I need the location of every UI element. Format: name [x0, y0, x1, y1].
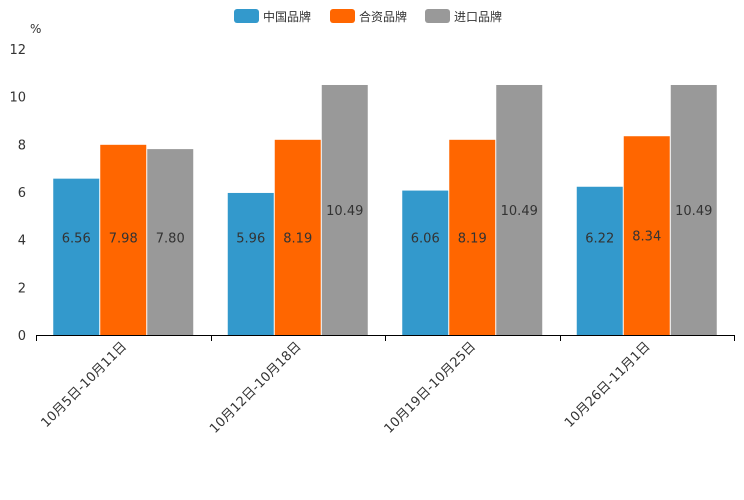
- bar-3-2: [321, 84, 368, 335]
- bar-2-4: [623, 136, 670, 335]
- bars: [53, 84, 717, 335]
- bar-data-label: 10.49: [675, 204, 712, 219]
- y-tick-label: 2: [18, 281, 26, 296]
- y-tick-label: 6: [18, 186, 26, 201]
- y-axis-unit-label: %: [30, 22, 41, 36]
- bar-1-2: [227, 192, 274, 335]
- bar-data-label: 8.19: [283, 231, 312, 246]
- legend-label-1: 中国品牌: [263, 9, 311, 24]
- bar-data-label: 10.49: [501, 204, 538, 219]
- bar-data-label: 6.56: [62, 231, 91, 246]
- bar-data-label: 8.19: [458, 231, 487, 246]
- bar-2-1: [100, 144, 147, 335]
- x-tick-label: 10月26日-11月1日: [562, 339, 654, 431]
- y-tick-label: 0: [18, 329, 26, 344]
- bar-3-1: [147, 149, 194, 335]
- y-tick-label: 4: [18, 234, 26, 249]
- x-tick-label: 10月19日-10月25日: [382, 339, 479, 436]
- bar-data-label: 6.22: [585, 231, 614, 246]
- y-tick-label: 12: [9, 43, 26, 58]
- bar-1-1: [53, 178, 100, 335]
- bar-1-3: [402, 190, 449, 335]
- legend: 中国品牌 合资品牌 进口品牌: [234, 9, 502, 24]
- legend-label-3: 进口品牌: [454, 10, 502, 24]
- y-axis: 0 2 4 6 8 10 12: [9, 43, 26, 344]
- x-axis: 10月5日-10月11日 10月12日-10月18日 10月19日-10月25日 10…: [36, 335, 735, 437]
- bar-1-4: [576, 186, 623, 335]
- bar-data-label: 7.98: [109, 231, 138, 246]
- bar-data-label: 8.34: [632, 230, 661, 245]
- legend-swatch-1: [234, 9, 259, 23]
- x-tick-label: 10月12日-10月18日: [207, 339, 304, 436]
- legend-swatch-3: [425, 9, 450, 23]
- legend-label-2: 合资品牌: [359, 9, 407, 24]
- x-tick-label: 10月5日-10月11日: [38, 339, 130, 431]
- bar-data-label: 5.96: [236, 231, 265, 246]
- bar-3-4: [670, 84, 717, 335]
- y-tick-label: 10: [9, 91, 26, 106]
- legend-swatch-2: [330, 9, 355, 23]
- bar-data-label: 7.80: [156, 231, 185, 246]
- bar-3-3: [496, 84, 543, 335]
- bar-2-3: [449, 139, 496, 335]
- y-tick-label: 8: [18, 138, 26, 153]
- bar-data-label: 10.49: [326, 204, 363, 219]
- bar-2-2: [274, 139, 321, 335]
- bar-data-labels: 6.56 7.98 7.80 5.96 8.19 10.49 6.06 8.19 10.49 6.…: [62, 204, 713, 246]
- bar-data-label: 6.06: [411, 231, 440, 246]
